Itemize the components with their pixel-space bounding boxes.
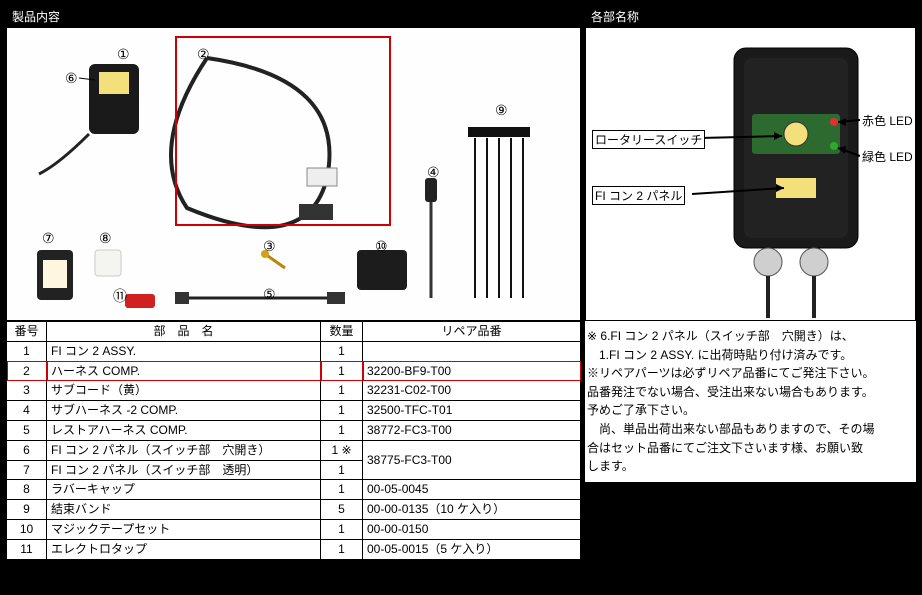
- cell: 7: [7, 460, 47, 480]
- label-red-led: 赤色 LED: [860, 112, 915, 129]
- cell: 10: [7, 519, 47, 539]
- cell: 2: [7, 361, 47, 381]
- cell: FI コン 2 パネル（スイッチ部 透明）: [47, 460, 321, 480]
- table-row: 11エレクトロタップ100-05-0015（5 ケ入り）: [7, 539, 581, 559]
- cell: 8: [7, 480, 47, 500]
- table-row: 4サブハーネス -2 COMP.132500-TFC-T01: [7, 401, 581, 421]
- cell: 1 ※: [321, 440, 363, 460]
- note-line: 1.FI コン 2 ASSY. に出荷時貼り付け済みです。: [587, 346, 914, 365]
- label-fi-panel: FI コン 2 パネル: [592, 186, 685, 205]
- cell: 1: [321, 361, 363, 381]
- note-line: ※リペアパーツは必ずリペア品番にてご発注下さい。: [587, 364, 914, 383]
- cell: 3: [7, 381, 47, 401]
- cell: 5: [321, 500, 363, 520]
- col-header: 数量: [321, 322, 363, 342]
- table-row: 2ハーネス COMP.132200-BF9-T00: [7, 361, 581, 381]
- callout-④: ④: [427, 164, 440, 181]
- cell: 9: [7, 500, 47, 520]
- detail-image-area: ロータリースイッチ FI コン 2 パネル 赤色 LED 緑色 LED: [585, 27, 916, 321]
- callout-⑦: ⑦: [42, 230, 55, 247]
- cell: 1: [7, 341, 47, 361]
- label-rotary-switch: ロータリースイッチ: [592, 130, 705, 149]
- callout-⑪: ⑪: [113, 286, 127, 306]
- note-line: ※ 6.FI コン 2 パネル（スイッチ部 穴開き）は、: [587, 327, 914, 346]
- cell: 1: [321, 341, 363, 361]
- cell: レストアハーネス COMP.: [47, 420, 321, 440]
- callout-①: ①: [117, 46, 130, 63]
- callout-③: ③: [263, 238, 276, 255]
- page-root: 製品内容: [0, 0, 922, 595]
- note-line: 品番発注でない場合、受注出来ない場合もあります。: [587, 383, 914, 402]
- cell: ハーネス COMP.: [47, 361, 321, 381]
- cell: 5: [7, 420, 47, 440]
- callout-⑩: ⑩: [375, 238, 388, 255]
- notes-block: ※ 6.FI コン 2 パネル（スイッチ部 穴開き）は、 1.FI コン 2 A…: [585, 321, 916, 482]
- cell: エレクトロタップ: [47, 539, 321, 559]
- cell: マジックテープセット: [47, 519, 321, 539]
- cell: 1: [321, 480, 363, 500]
- cell: FI コン 2 ASSY.: [47, 341, 321, 361]
- note-line: 合はセット品番にてご注文下さいます様、お願い致: [587, 439, 914, 458]
- callout-⑧: ⑧: [99, 230, 112, 247]
- callout-⑤: ⑤: [263, 286, 276, 303]
- col-header: 部 品 名: [47, 322, 321, 342]
- label-green-led: 緑色 LED: [860, 148, 915, 165]
- table-row: 9結束バンド500-00-0135（10 ケ入り）: [7, 500, 581, 520]
- table-row: 3サブコード（黄）132231-C02-T00: [7, 381, 581, 401]
- parts-table: 番号部 品 名数量リペア品番 1FI コン 2 ASSY.12ハーネス COMP…: [6, 321, 581, 560]
- cell: サブコード（黄）: [47, 381, 321, 401]
- cell: 1: [321, 381, 363, 401]
- right-column: 各部名称: [585, 6, 916, 589]
- item2-highlight: [175, 36, 391, 226]
- left-header: 製品内容: [6, 6, 581, 27]
- detail-device-svg: [586, 28, 915, 320]
- left-column: 製品内容: [6, 6, 581, 589]
- cell: 結束バンド: [47, 500, 321, 520]
- cell: ラバーキャップ: [47, 480, 321, 500]
- note-line: 尚、単品出荷出来ない部品もありますので、その場: [587, 420, 914, 439]
- table-row: 6FI コン 2 パネル（スイッチ部 穴開き）1 ※38775-FC3-T00: [7, 440, 581, 460]
- note-line: 予めご了承下さい。: [587, 401, 914, 420]
- callout-⑥: ⑥: [65, 70, 78, 87]
- callout-②: ②: [197, 46, 210, 63]
- col-header: リペア品番: [363, 322, 581, 342]
- cell: 1: [321, 420, 363, 440]
- table-row: 8ラバーキャップ100-05-0045: [7, 480, 581, 500]
- cell: 1: [321, 460, 363, 480]
- table-row: 10マジックテープセット100-00-0150: [7, 519, 581, 539]
- table-row: 5レストアハーネス COMP.138772-FC3-T00: [7, 420, 581, 440]
- cell: 1: [321, 539, 363, 559]
- note-line: します。: [587, 457, 914, 476]
- cell: 11: [7, 539, 47, 559]
- cell: FI コン 2 パネル（スイッチ部 穴開き）: [47, 440, 321, 460]
- callout-⑨: ⑨: [495, 102, 508, 119]
- table-row: 1FI コン 2 ASSY.1: [7, 341, 581, 361]
- col-header: 番号: [7, 322, 47, 342]
- cell: 4: [7, 401, 47, 421]
- cell: サブハーネス -2 COMP.: [47, 401, 321, 421]
- right-header: 各部名称: [585, 6, 916, 27]
- product-image-area: ① ② ③ ④ ⑤ ⑥ ⑦ ⑧ ⑨ ⑩ ⑪: [6, 27, 581, 321]
- cell: 1: [321, 519, 363, 539]
- cell: 1: [321, 401, 363, 421]
- cell: 6: [7, 440, 47, 460]
